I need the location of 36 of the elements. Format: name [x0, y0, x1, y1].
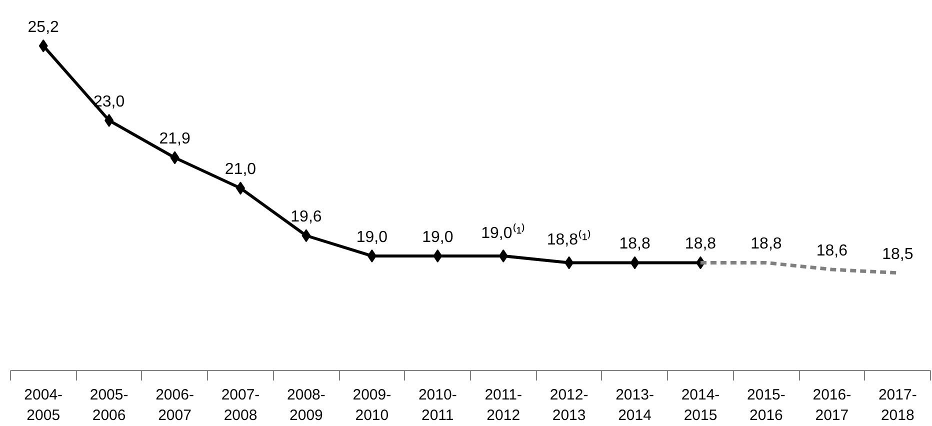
data-label: 19,0 [356, 228, 388, 246]
point [564, 256, 574, 270]
data-label: 19,6 [290, 208, 322, 226]
x-tick-label: 2006- 2007 [156, 386, 194, 424]
data-label: 25,2 [28, 18, 60, 36]
x-tick-label: 2013- 2014 [616, 386, 654, 424]
x-tick-label: 2007- 2008 [221, 386, 260, 424]
x-tick-label: 2005- 2006 [90, 386, 128, 424]
x-tick-label: 2014- 2015 [681, 386, 720, 424]
x-tick-label: 2015- 2016 [747, 386, 786, 424]
x-tick-label: 2010- 2011 [418, 386, 457, 424]
x-tick-label: 2017- 2018 [878, 386, 917, 424]
data-label: 21,9 [159, 130, 190, 148]
point [367, 249, 376, 262]
data-label: 18,6 [816, 242, 848, 260]
data-label: 18,8⁽¹⁾ [546, 230, 592, 249]
point [38, 39, 48, 52]
data-label: 19,0⁽¹⁾ [481, 222, 526, 242]
data-label: 21,0 [224, 161, 256, 178]
point [630, 256, 640, 270]
point [302, 229, 311, 242]
point [498, 249, 508, 262]
x-tick-label: 2004- 2005 [24, 386, 63, 424]
point [104, 114, 114, 127]
x-tick-label: 2008- 2009 [287, 386, 326, 424]
data-label: 18,8 [684, 236, 716, 253]
data-label: 18,8 [619, 236, 650, 253]
data-label: 18,8 [750, 236, 782, 253]
x-tick-label: 2009- 2010 [352, 386, 392, 424]
x-tick-label: 2012- 2013 [550, 386, 588, 424]
x-tick-label: 2016- 2017 [812, 386, 852, 424]
data-label: 19,0 [422, 228, 454, 246]
point [433, 249, 442, 262]
data-label: 18,5 [882, 246, 914, 263]
x-tick-label: 2011- 2012 [484, 386, 522, 424]
point [170, 151, 180, 164]
